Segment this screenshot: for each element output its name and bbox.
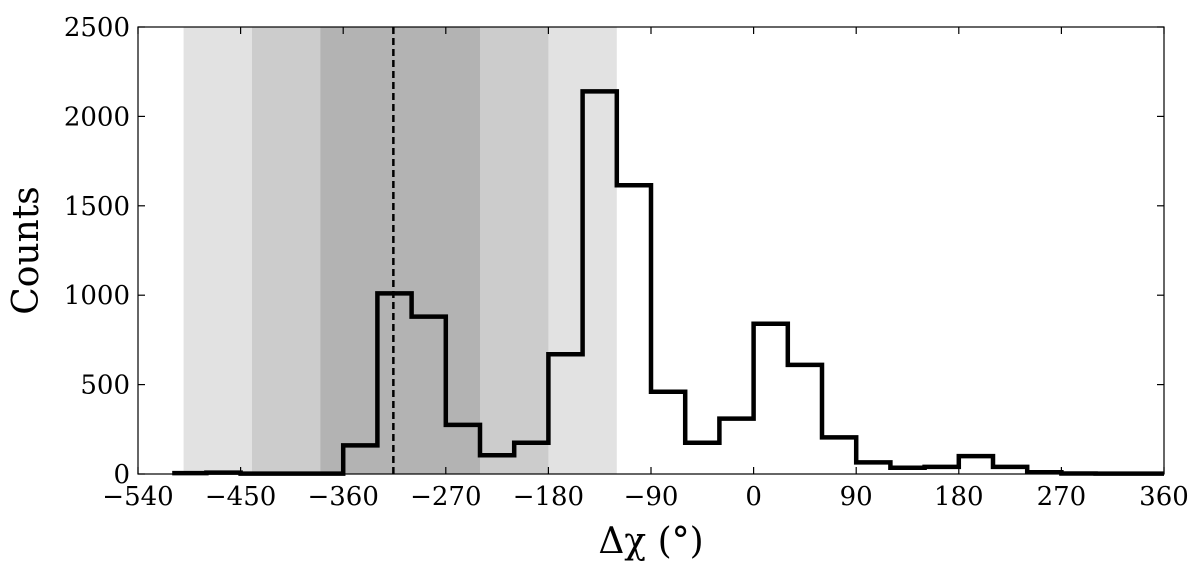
shaded-band-3 xyxy=(320,27,480,474)
x-tick-label: −450 xyxy=(205,482,276,512)
x-tick-label: −270 xyxy=(410,482,481,512)
shaded-bands xyxy=(183,27,617,474)
x-tick-label: −540 xyxy=(102,482,173,512)
y-tick-label: 2000 xyxy=(64,102,130,132)
x-tick-label: −180 xyxy=(513,482,584,512)
x-tick-label: 0 xyxy=(745,482,762,512)
y-tick-label: 1500 xyxy=(64,192,130,222)
x-tick-label: −90 xyxy=(624,482,679,512)
x-tick-label: 90 xyxy=(840,482,873,512)
y-tick-label: 500 xyxy=(80,371,130,401)
x-axis-label: Δχ (°) xyxy=(598,521,703,562)
x-tick-label: 360 xyxy=(1139,482,1189,512)
x-tick-label: −360 xyxy=(307,482,378,512)
x-tick-label: 180 xyxy=(934,482,984,512)
x-axis-ticks: −540 −450 −360 −270 −180 −90 0 90 180 270 360 xyxy=(102,27,1189,512)
y-tick-label: 0 xyxy=(113,460,130,490)
y-tick-label: 2500 xyxy=(64,13,130,43)
y-tick-label: 1000 xyxy=(64,281,130,311)
x-tick-label: 270 xyxy=(1037,482,1087,512)
y-axis-label: Counts xyxy=(6,186,47,315)
y-axis-ticks: 0 500 1000 1500 2000 2500 xyxy=(64,13,1164,490)
histogram-outline xyxy=(172,89,1164,476)
